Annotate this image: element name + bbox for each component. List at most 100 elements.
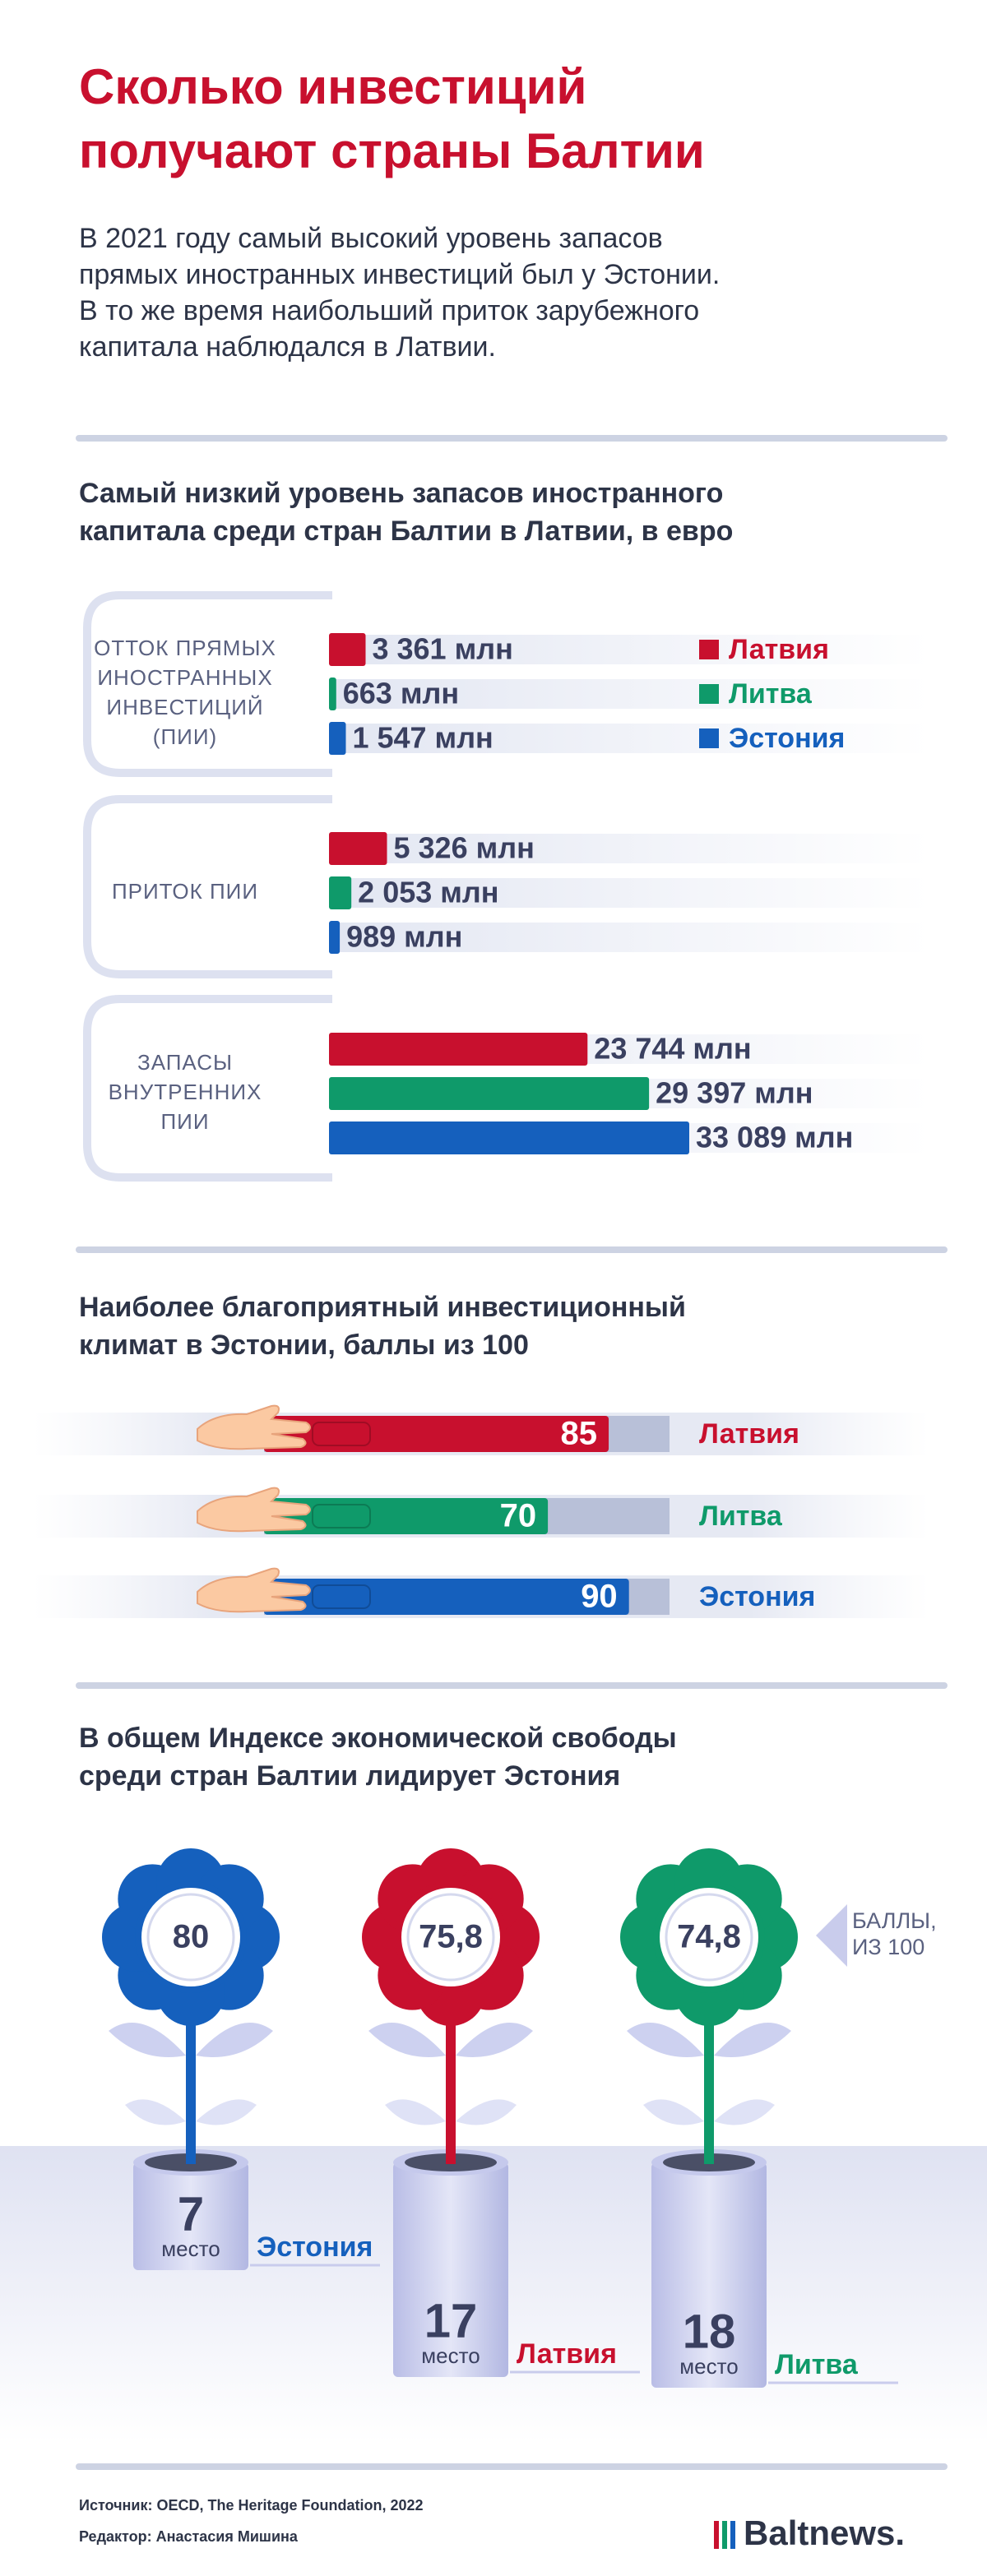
value-label: 5 326 млн <box>394 831 535 865</box>
bar <box>264 1579 629 1615</box>
value-label: 85 <box>561 1416 598 1452</box>
page-title: получают страны Балтии <box>79 123 705 178</box>
value-label: 29 397 млн <box>656 1076 813 1110</box>
hand <box>197 1567 311 1613</box>
group-label: (ПИИ) <box>153 724 217 749</box>
logo: Baltnews. <box>744 2514 905 2552</box>
leaf <box>109 2023 186 2057</box>
hand <box>197 1404 311 1450</box>
bar <box>329 1122 689 1154</box>
stem <box>446 1986 456 2171</box>
bar <box>264 1498 549 1534</box>
pot <box>133 2162 248 2270</box>
stem <box>704 1986 714 2171</box>
value-label: 663 млн <box>343 677 459 710</box>
chart-title: климат в Эстонии, баллы из 100 <box>79 1330 529 1361</box>
note: ИЗ 100 <box>852 1935 924 1959</box>
page-title: Сколько инвестиций <box>79 59 586 114</box>
stem-base <box>446 2146 456 2164</box>
leaf <box>368 2023 446 2057</box>
value-label: 74,8 <box>677 1919 741 1955</box>
stem-base <box>186 2146 196 2164</box>
bar <box>329 921 341 954</box>
bar <box>329 678 336 710</box>
legend-label: Литва <box>729 678 813 710</box>
logo-bar <box>714 2521 719 2549</box>
leaf <box>714 2023 791 2057</box>
row-strip <box>329 923 929 952</box>
row-strip <box>329 679 929 709</box>
rank-label: место <box>161 2236 220 2261</box>
category-label: Латвия <box>699 1418 799 1450</box>
bar <box>329 876 352 909</box>
group-bracket <box>83 995 332 1182</box>
group-label: ОТТОК ПРЯМЫХ <box>94 636 276 660</box>
category-label: Литва <box>699 1501 783 1532</box>
value-label: 1 547 млн <box>352 721 493 755</box>
leaf <box>196 2023 273 2057</box>
chart-title: В общем Индексе экономической свободы <box>79 1723 677 1754</box>
category-label: Эстония <box>699 1581 815 1612</box>
intro-text: В то же время наибольший приток зарубежн… <box>79 295 699 326</box>
value-label: 989 млн <box>346 920 462 954</box>
leaf <box>643 2099 704 2125</box>
chart-title: Наиболее благоприятный инвестиционный <box>79 1292 686 1323</box>
category-label: Литва <box>775 2349 859 2380</box>
chart-title: среди стран Балтии лидирует Эстония <box>79 1760 620 1792</box>
group-label: ИНВЕСТИЦИЙ <box>106 695 263 719</box>
rank-label: место <box>679 2354 738 2379</box>
flower-center <box>653 1881 765 1993</box>
group-label: ЗАПАСЫ <box>137 1050 233 1075</box>
flower-center <box>395 1881 507 1993</box>
source: Источник: OECD, The Heritage Foundation,… <box>79 2497 424 2514</box>
category-label: Эстония <box>257 2231 373 2263</box>
value-label: 33 089 млн <box>696 1121 853 1154</box>
rank: 18 <box>683 2305 736 2358</box>
card-icon <box>312 1422 371 1446</box>
group-label: ПИИ <box>160 1109 209 1134</box>
value-label: 80 <box>173 1919 210 1955</box>
legend-label: Эстония <box>729 723 845 754</box>
rank: 17 <box>424 2294 478 2347</box>
leaf <box>456 2023 533 2057</box>
bar <box>329 1033 588 1066</box>
group-bracket <box>83 795 332 978</box>
card-icon <box>312 1504 371 1528</box>
category-label: Латвия <box>517 2338 617 2370</box>
bar <box>329 832 387 865</box>
value-label: 70 <box>500 1498 537 1534</box>
row-strip <box>329 724 929 753</box>
flower-ring <box>406 1893 495 1982</box>
stem-base <box>704 2146 714 2164</box>
flower-ring <box>146 1893 235 1982</box>
leaf <box>714 2099 775 2125</box>
pot <box>393 2162 508 2377</box>
intro-text: капитала наблюдался в Латвии. <box>79 331 496 363</box>
bar <box>329 1077 650 1110</box>
pot <box>651 2162 767 2388</box>
intro-text: прямых иностранных инвестиций был у Эсто… <box>79 259 720 290</box>
leaf <box>627 2023 704 2057</box>
rank-label: место <box>421 2343 480 2368</box>
legend-label: Латвия <box>729 634 829 665</box>
leaf <box>385 2099 446 2125</box>
bar <box>329 633 366 666</box>
value-label: 75,8 <box>419 1919 483 1955</box>
bar <box>264 1416 609 1452</box>
legend-swatch <box>699 640 719 659</box>
note: БАЛЛЫ, <box>852 1908 937 1933</box>
leaf <box>196 2099 257 2125</box>
logo-bar <box>730 2521 735 2549</box>
group-label: ИНОСТРАННЫХ <box>97 665 272 690</box>
row-strip <box>329 834 929 863</box>
group-label: ВНУТРЕННИХ <box>109 1080 262 1104</box>
chart-title: капитала среди стран Балтии в Латвии, в … <box>79 516 733 547</box>
chart-title: Самый низкий уровень запасов иностранног… <box>79 478 723 509</box>
logo-bar <box>722 2521 727 2549</box>
intro-text: В 2021 году самый высокий уровень запасо… <box>79 223 663 254</box>
bar <box>329 722 346 755</box>
leaf <box>125 2099 186 2125</box>
row-strip <box>329 635 929 664</box>
stem <box>186 1986 196 2171</box>
